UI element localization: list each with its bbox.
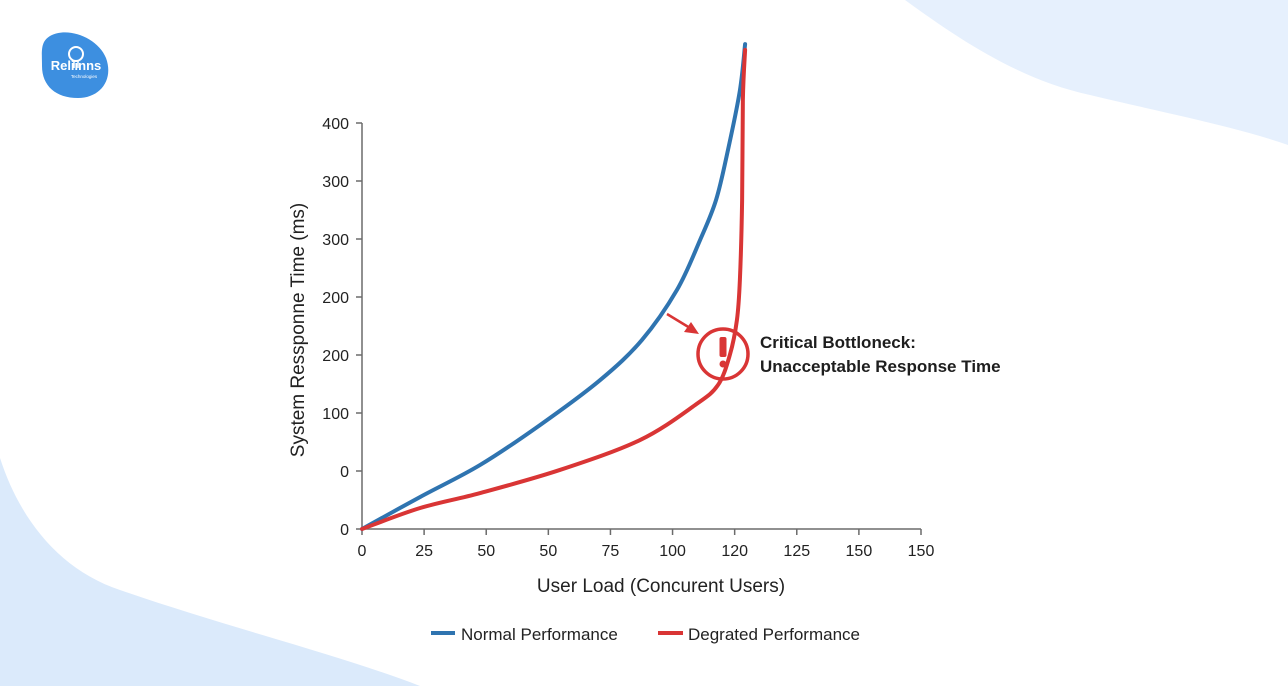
bottleneck-annotation: Critical Bottloneck: Unacceptable Respon… xyxy=(666,312,1001,381)
exclamation-mark-bar xyxy=(719,337,727,357)
x-tick-label: 125 xyxy=(783,543,810,560)
x-tick-label: 150 xyxy=(846,543,873,560)
y-tick-label: 400 xyxy=(322,116,349,133)
series-degraded-performance-line xyxy=(360,47,748,531)
y-tick-label: 300 xyxy=(322,232,349,249)
lightbulb-icon xyxy=(68,46,84,62)
legend-label-degraded: Degrated Performance xyxy=(688,625,860,644)
x-tick-label: 0 xyxy=(358,543,367,560)
brand-name: Reliinns xyxy=(51,58,102,73)
x-tick-label: 120 xyxy=(721,543,748,560)
x-tick-label: 100 xyxy=(659,543,686,560)
y-axis-label: System Ressponne Time (ms) xyxy=(288,203,309,457)
chart-legend: Normal Performance Degrated Performance xyxy=(431,625,860,644)
x-tick-label: 25 xyxy=(415,543,433,560)
logo-blob xyxy=(41,32,109,98)
chart-axes xyxy=(361,123,921,530)
bg-shape-top-right xyxy=(905,0,1288,145)
legend-item-degraded[interactable]: Degrated Performance xyxy=(658,625,860,644)
y-axis-ticks: 0 0 100 200 200 300 300 400 xyxy=(322,116,362,539)
bg-shape-bottom-left xyxy=(0,458,420,686)
exclamation-mark-dot xyxy=(719,360,727,368)
annotation-arrowhead xyxy=(684,322,699,334)
annotation-line-2: Unacceptable Response Time xyxy=(760,357,1001,376)
brand-tagline: Technologies xyxy=(71,74,98,79)
x-tick-label: 50 xyxy=(539,543,557,560)
x-axis-label: User Load (Concurent Users) xyxy=(537,576,785,597)
y-tick-label: 200 xyxy=(322,348,349,365)
y-tick-label: 100 xyxy=(322,406,349,423)
y-tick-label: 0 xyxy=(340,464,349,481)
x-tick-label: 50 xyxy=(477,543,495,560)
x-axis-ticks: 0 25 50 50 75 100 120 125 150 150 xyxy=(358,529,935,560)
x-tick-label: 75 xyxy=(602,543,620,560)
y-tick-label: 0 xyxy=(340,522,349,539)
exclamation-circle-icon xyxy=(696,327,750,381)
annotation-arrow-icon xyxy=(666,312,691,330)
legend-item-normal[interactable]: Normal Performance xyxy=(431,625,618,644)
x-tick-label: 150 xyxy=(908,543,935,560)
y-tick-label: 300 xyxy=(322,174,349,191)
series-normal-performance-line xyxy=(360,42,748,531)
annotation-line-1: Critical Bottloneck: xyxy=(760,333,916,352)
brand-logo: Reliinns Technologies xyxy=(40,28,112,100)
legend-label-normal: Normal Performance xyxy=(461,625,618,644)
y-tick-label: 200 xyxy=(322,290,349,307)
